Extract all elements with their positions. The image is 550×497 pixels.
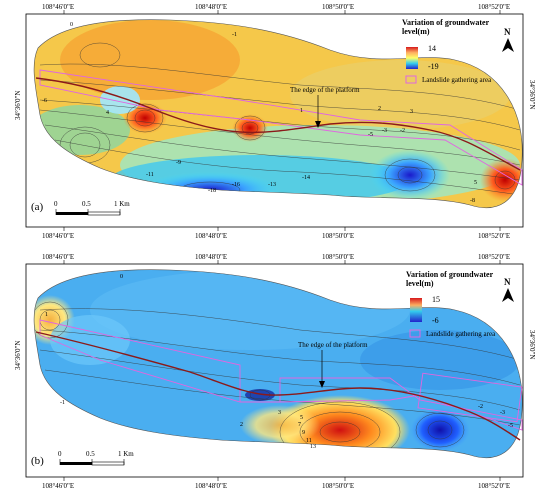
bottom-tick-b-3: 108°50'0"E <box>322 482 355 490</box>
contour-label-a: -6 <box>42 98 47 104</box>
left-tick-b: 34°36'0"N <box>14 340 22 370</box>
contour-label-b: -5 <box>508 423 513 429</box>
contour-label-b: -1 <box>60 400 65 406</box>
bottom-tick-a-3: 108°50'0"E <box>322 232 355 240</box>
map-b-platform-edge-line <box>35 331 521 441</box>
right-tick-b: 34°36'0"N <box>528 330 536 360</box>
map-panel-b: 108°46'0"E 108°48'0"E 108°50'0"E 108°52'… <box>0 250 550 497</box>
bottom-tick-a-4: 108°52'0"E <box>478 232 511 240</box>
contour-label-a: 3 <box>410 109 413 115</box>
panel-label-a: (a) <box>31 201 44 213</box>
legend-b-colorbar <box>410 298 422 322</box>
legend-a-gathering-swatch <box>405 75 417 84</box>
map-b-surface <box>34 269 523 458</box>
scale-b-05: 0.5 <box>86 450 95 458</box>
right-tick-a: 34°36'0"N <box>528 80 536 110</box>
scale-b-1: 1 Km <box>118 450 134 458</box>
legend-b-gathering-swatch <box>409 329 421 338</box>
contour-label-b: 0 <box>120 274 123 280</box>
contour-label-a: 0 <box>70 22 73 28</box>
contour-label-a: -16 <box>232 182 240 188</box>
contour-label-a: 2 <box>378 106 381 112</box>
top-tick-b-4: 108°52'0"E <box>478 253 511 261</box>
contour-label-a: -3 <box>382 128 387 134</box>
bottom-tick-a-2: 108°48'0"E <box>195 232 228 240</box>
legend-a-colorbar <box>406 47 418 69</box>
top-tick-a-2: 108°48'0"E <box>195 3 228 11</box>
legend-b-max: 15 <box>432 295 440 304</box>
top-tick-a-1: 108°46'0"E <box>42 3 75 11</box>
map-b-outline <box>33 269 523 459</box>
contour-label-b: 11 <box>306 438 312 444</box>
map-b-canvas <box>25 260 524 481</box>
legend-a-max: 14 <box>428 44 436 53</box>
map-panel-a: 108°46'0"E 108°48'0"E 108°50'0"E 108°52'… <box>0 0 550 246</box>
contour-label-b: 1 <box>45 312 48 318</box>
north-label-a: N <box>504 27 511 37</box>
top-tick-a-3: 108°50'0"E <box>322 3 355 11</box>
legend-a-gathering-label: Landslide gathering area <box>422 76 492 84</box>
contour-label-b: 5 <box>300 415 303 421</box>
scale-bar-a <box>55 209 121 216</box>
legend-b-min: -6 <box>432 316 439 325</box>
map-a-annotation: The edge of the platform <box>290 86 360 94</box>
contour-label-a: -14 <box>302 175 310 181</box>
north-arrow-a <box>502 38 514 52</box>
contour-label-a: -8 <box>470 198 475 204</box>
map-b-annotation: The edge of the platform <box>298 341 368 349</box>
contour-label-a: 4 <box>106 110 109 116</box>
contour-label-b: 9 <box>302 430 305 436</box>
legend-b-title: Variation of groundwater level(m) <box>406 270 493 288</box>
contour-label-a: -5 <box>368 132 373 138</box>
top-tick-a-4: 108°52'0"E <box>478 3 511 11</box>
scale-b-0: 0 <box>58 450 62 458</box>
legend-b-gathering-label: Landslide gathering area <box>426 330 496 338</box>
contour-label-a: -1 <box>232 32 237 38</box>
contour-label-b: -2 <box>478 404 483 410</box>
scale-bar-b <box>59 459 125 466</box>
map-a-gathering-area <box>39 69 523 186</box>
contour-label-a: -18 <box>208 188 216 194</box>
left-tick-a: 34°36'0"N <box>14 90 22 120</box>
contour-label-b: -3 <box>500 410 505 416</box>
legend-a-title: Variation of groundwater level(m) <box>402 18 489 36</box>
contour-label-b: 7 <box>298 422 301 428</box>
top-tick-b-3: 108°50'0"E <box>322 253 355 261</box>
contour-label-a: 1 <box>300 108 303 114</box>
bottom-tick-b-4: 108°52'0"E <box>478 482 511 490</box>
scale-a-05: 0.5 <box>82 200 91 208</box>
map-a-frame <box>25 13 524 228</box>
north-label-b: N <box>504 277 511 287</box>
contour-label-b: 2 <box>240 422 243 428</box>
panel-label-b: (b) <box>31 455 44 467</box>
contour-label-a: -2 <box>400 128 405 134</box>
north-arrow-b <box>502 288 514 302</box>
contour-label-a: -11 <box>146 172 154 178</box>
contour-label-b: 13 <box>310 444 316 450</box>
map-a-outline <box>33 19 523 209</box>
contour-label-a: -9 <box>176 160 181 166</box>
bottom-tick-a-1: 108°46'0"E <box>42 232 75 240</box>
contour-label-a: -13 <box>268 182 276 188</box>
top-tick-b-2: 108°48'0"E <box>195 253 228 261</box>
scale-a-0: 0 <box>54 200 58 208</box>
contour-label-b: 3 <box>278 410 281 416</box>
contour-label-a: 5 <box>474 180 477 186</box>
map-a-platform-edge-line <box>35 77 521 171</box>
bottom-tick-b-2: 108°48'0"E <box>195 482 228 490</box>
map-b-gathering-area <box>39 319 523 431</box>
map-a-surface <box>34 19 523 208</box>
top-tick-b-1: 108°46'0"E <box>42 253 75 261</box>
scale-a-1: 1 Km <box>114 200 130 208</box>
bottom-tick-b-1: 108°46'0"E <box>42 482 75 490</box>
map-b-frame <box>25 263 524 478</box>
map-a-canvas <box>25 10 524 231</box>
legend-a-min: -19 <box>428 62 439 71</box>
